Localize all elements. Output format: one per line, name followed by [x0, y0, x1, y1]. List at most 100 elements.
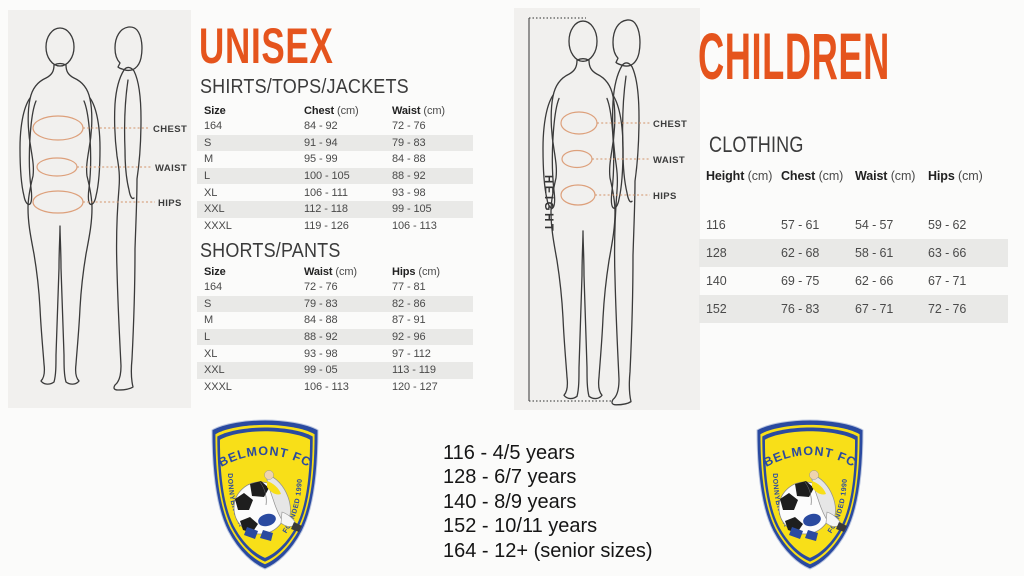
chest-measure-ellipse	[32, 115, 84, 141]
table-row: 164 72 - 76 77 - 81	[197, 279, 473, 296]
table-cell: 62 - 66	[855, 274, 894, 288]
table-cell: XL	[204, 186, 218, 199]
clothing-table-heading: CLOTHING	[709, 132, 804, 157]
table-cell: 69 - 75	[781, 274, 820, 288]
unisex-body-diagram: CHEST WAIST HIPS	[19, 26, 187, 391]
table-header-row: Size Chest (cm) Waist (cm)	[197, 103, 473, 118]
table-cell: 57 - 61	[781, 218, 820, 232]
table-cell: 100 - 105	[304, 170, 350, 183]
table-cell: 120 - 127	[392, 380, 438, 393]
table-cell: 76 - 83	[781, 302, 820, 316]
club-crest-graphic: BELMONT FC DONNYBROOK FOUNDED 1990	[211, 419, 319, 570]
table-cell: 72 - 76	[392, 120, 426, 133]
age-guide-line: 140 - 8/9 years	[443, 490, 577, 513]
age-guide-line: 164 - 12+ (senior sizes)	[443, 539, 653, 562]
table-cell: 84 - 88	[304, 314, 338, 327]
table-cell: XXXL	[204, 380, 232, 393]
table-row: 140 69 - 75 62 - 66 67 - 71	[699, 267, 1008, 295]
table-cell: 88 - 92	[392, 170, 426, 183]
table-cell: 58 - 61	[855, 246, 894, 260]
table-cell: 93 - 98	[304, 347, 338, 360]
club-crest-graphic: BELMONT FC DONNYBROOK FOUNDED 1990	[756, 419, 864, 570]
table-row: 152 76 - 83 67 - 71 72 - 76	[699, 295, 1008, 323]
column-header: Waist (cm)	[392, 104, 445, 117]
table-row: S 91 - 94 79 - 83	[197, 134, 473, 152]
table-row: L 100 - 105 88 - 92	[197, 167, 473, 185]
table-row: XXL 112 - 118 99 - 105	[197, 200, 473, 218]
waist-label: WAIST	[653, 155, 685, 166]
table-row: XL 93 - 98 97 - 112	[197, 345, 473, 362]
table-cell: 91 - 94	[304, 136, 338, 149]
children-size-table: Height (cm) Chest (cm) Waist (cm) Hips (cm)…	[699, 167, 1008, 323]
age-guide-line: 152 - 10/11 years	[443, 515, 598, 538]
unisex-body-diagram-panel: CHEST WAIST HIPS	[8, 10, 191, 408]
table-header-row: Height (cm) Chest (cm) Waist (cm) Hips (cm)	[699, 167, 1008, 185]
table-cell: 84 - 92	[304, 120, 338, 133]
table-cell: 72 - 76	[928, 302, 967, 316]
chest-label: CHEST	[153, 124, 187, 135]
table-cell: 54 - 57	[855, 218, 894, 232]
club-crest: BELMONT FC DONNYBROOK FOUNDED 1990	[748, 417, 872, 574]
table-cell: 93 - 98	[392, 186, 426, 199]
table-cell: 113 - 119	[392, 364, 436, 377]
table-cell: 63 - 66	[928, 246, 967, 260]
table-cell: S	[204, 297, 212, 310]
table-cell: 99 - 105	[392, 203, 432, 216]
table-cell: XXL	[204, 203, 225, 216]
table-cell: 67 - 71	[928, 274, 967, 288]
table-row: L 88 - 92 92 - 96	[197, 328, 473, 346]
table-cell: 59 - 62	[928, 218, 967, 232]
shirts-table-heading: SHIRTS/TOPS/JACKETS	[200, 76, 409, 98]
column-header: Height (cm)	[706, 169, 773, 183]
column-header: Chest (cm)	[781, 169, 844, 183]
children-section-title: CHILDREN	[698, 19, 890, 93]
waist-measure-ellipse	[36, 157, 78, 177]
table-cell: 106 - 113	[304, 380, 349, 393]
hips-measure-ellipse	[32, 190, 84, 214]
table-cell: 79 - 83	[304, 297, 338, 310]
soccer-ball-and-player	[233, 470, 302, 541]
table-cell: 97 - 112	[392, 347, 431, 360]
chest-label: CHEST	[653, 119, 687, 130]
column-header: Waist (cm)	[304, 265, 357, 278]
table-cell: 140	[706, 274, 727, 288]
table-cell: 116	[706, 218, 726, 232]
hips-label: HIPS	[158, 198, 182, 209]
table-row: XXL 99 - 05 113 - 119	[197, 361, 473, 379]
table-cell: M	[204, 153, 214, 166]
table-row: 128 62 - 68 58 - 61 63 - 66	[699, 239, 1008, 267]
side-body-figure	[611, 19, 641, 406]
table-cell: XXXL	[204, 219, 232, 232]
table-cell: 164	[204, 120, 223, 133]
front-body-figure	[542, 20, 624, 400]
column-header: Hips (cm)	[928, 169, 983, 183]
table-cell: 152	[706, 302, 727, 316]
table-cell: XXL	[204, 364, 225, 377]
table-cell: M	[204, 314, 214, 327]
age-guide-line: 128 - 6/7 years	[443, 466, 577, 489]
column-header: Hips (cm)	[392, 265, 440, 278]
unisex-section-title: UNISEX	[199, 18, 334, 74]
table-row: M 95 - 99 84 - 88	[197, 151, 473, 168]
side-body-figure	[113, 26, 143, 391]
children-body-diagram: HEIGHT CHEST WAIST HIPS	[528, 17, 687, 406]
table-cell: 79 - 83	[392, 136, 426, 149]
column-header: Waist (cm)	[855, 169, 916, 183]
table-cell: L	[204, 170, 211, 183]
table-header-row: Size Waist (cm) Hips (cm)	[197, 264, 473, 279]
table-row: XXXL 119 - 126 106 - 113	[197, 218, 473, 235]
waist-label: WAIST	[155, 163, 187, 174]
shorts-size-table: Size Waist (cm) Hips (cm) 164 72 - 76 77 - 81…	[197, 264, 473, 395]
table-cell: 164	[204, 281, 223, 294]
table-cell: L	[204, 331, 211, 344]
table-row: 116 57 - 61 54 - 57 59 - 62	[699, 211, 1008, 239]
shorts-table-heading: SHORTS/PANTS	[200, 240, 341, 262]
table-row: M 84 - 88 87 - 91	[197, 312, 473, 329]
table-row: 164 84 - 92 72 - 76	[197, 118, 473, 135]
column-header: Size	[204, 104, 226, 117]
table-cell: 106 - 113	[392, 219, 437, 232]
table-row: S 79 - 83 82 - 86	[197, 295, 473, 313]
table-row: XL 106 - 111 93 - 98	[197, 184, 473, 201]
front-body-figure	[19, 27, 101, 385]
